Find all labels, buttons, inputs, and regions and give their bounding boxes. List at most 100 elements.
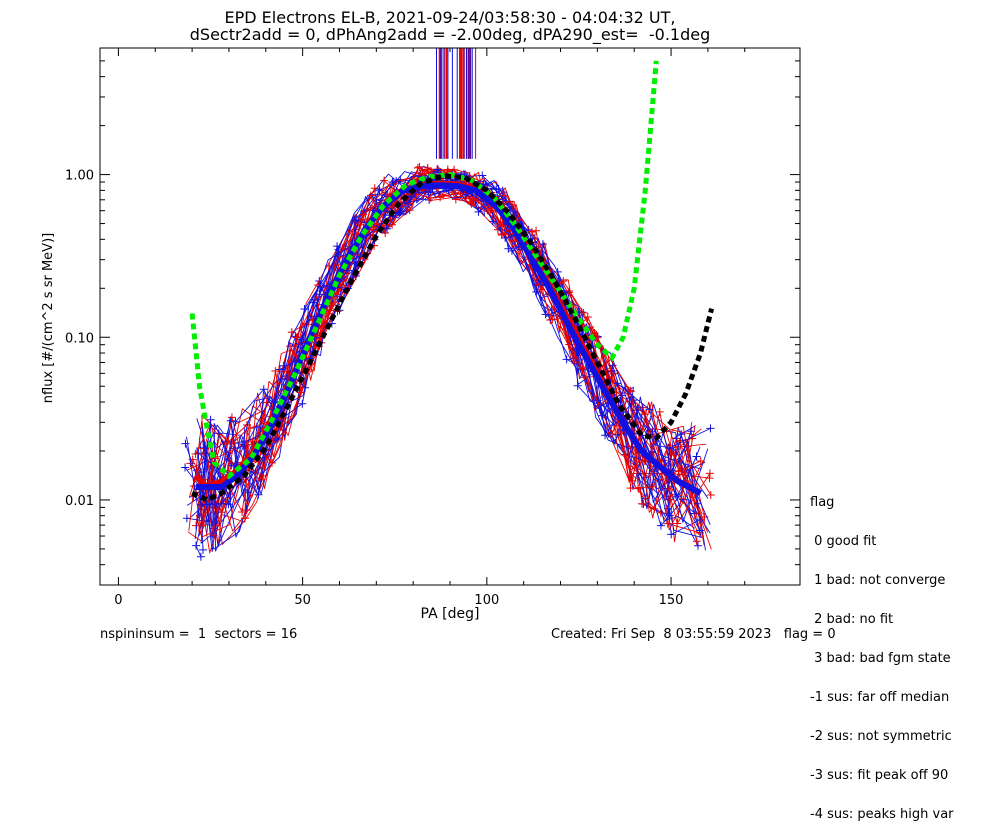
trace-point-blue (474, 207, 483, 216)
y-tick-label: 1.00 (65, 169, 94, 184)
trace-point-blue (601, 431, 610, 440)
trace-point-red (626, 484, 635, 493)
trace-point-blue (298, 399, 307, 408)
trace-line-blue (200, 175, 697, 522)
trace-point-blue (202, 500, 211, 509)
trace-point-blue (693, 499, 702, 508)
trace-point-blue (562, 355, 571, 364)
trace-point-red (426, 193, 435, 202)
legend-item: -1 sus: far off median (810, 690, 950, 705)
trace-point-blue (217, 499, 226, 508)
legend-item: 0 good fit (810, 534, 877, 549)
trace-line-red (198, 168, 693, 543)
x-tick-label: 0 (114, 593, 122, 608)
trace-line-blue (198, 174, 706, 553)
trace-point-red (296, 388, 305, 397)
trace-point-red (637, 499, 646, 508)
fit-curve-black (191, 173, 715, 503)
trace-point-red (634, 484, 643, 493)
trace-line-red (192, 179, 696, 545)
trace-point-red (548, 315, 557, 324)
trace-point-red (268, 458, 277, 467)
trace-line-blue (190, 173, 701, 518)
trace-line-blue (196, 185, 706, 551)
trace-line-blue (200, 171, 702, 544)
trace-point-blue (461, 191, 470, 200)
y-tick-label: 0.01 (65, 494, 94, 509)
trace-line-red (198, 171, 696, 520)
trace-point-red (656, 508, 665, 517)
trace-line-blue (203, 175, 695, 539)
trace-point-blue (433, 165, 442, 174)
trace-point-blue (695, 526, 704, 535)
trace-point-blue (192, 541, 201, 550)
data-traces (181, 48, 715, 561)
trace-point-red (238, 508, 247, 517)
trace-point-blue (597, 411, 606, 420)
trace-point-blue (334, 245, 343, 254)
trace-point-blue (693, 541, 702, 550)
trace-point-blue (645, 405, 654, 414)
trace-point-red (287, 328, 296, 337)
trace-point-red (325, 306, 334, 315)
trace-line-red (198, 167, 696, 533)
trace-point-blue (198, 545, 207, 554)
trace-point-red (423, 163, 432, 172)
y-axis-label: nflux [#/(cm^2 s sr MeV)] (41, 233, 56, 403)
trace-line-blue (195, 182, 702, 496)
trace-point-red (209, 531, 218, 540)
trace-line-red (201, 174, 709, 554)
legend-item: -3 sus: fit peak off 90 (810, 768, 949, 783)
trace-point-blue (375, 185, 384, 194)
trace-point-blue (665, 444, 674, 453)
trace-point-red (191, 450, 200, 459)
legend-item: 3 bad: bad fgm state (810, 651, 951, 666)
trace-point-red (607, 429, 616, 438)
trace-line-blue (194, 185, 711, 540)
legend-item: -4 sus: peaks high var (810, 807, 954, 822)
trace-point-red (221, 440, 230, 449)
legend-heading: flag (810, 495, 835, 510)
trace-line-red (199, 166, 712, 550)
trace-line-blue (200, 173, 699, 526)
trace-point-red (388, 203, 397, 212)
trace-line-red (188, 169, 706, 547)
flag-legend: flag 0 good fit 1 bad: not converge 2 ba… (810, 470, 954, 834)
legend-item: 1 bad: not converge (810, 573, 946, 588)
x-tick-label: 150 (659, 593, 684, 608)
fit-curves (189, 60, 715, 503)
legend-item: -2 sus: not symmetric (810, 729, 952, 744)
trace-point-blue (553, 267, 562, 276)
trace-point-red (366, 191, 375, 200)
trace-point-blue (613, 379, 622, 388)
trace-point-blue (275, 365, 284, 374)
trace-point-blue (181, 463, 190, 472)
trace-point-red (648, 482, 657, 491)
trace-point-blue (259, 385, 268, 394)
trace-point-blue (231, 417, 240, 426)
trace-point-red (655, 407, 664, 416)
trace-point-red (675, 467, 684, 476)
trace-point-red (380, 176, 389, 185)
chart-title-line1: EPD Electrons EL-B, 2021-09-24/03:58:30 … (224, 8, 676, 27)
trace-line-blue (186, 170, 695, 552)
trace-point-blue (333, 242, 342, 251)
trace-point-red (468, 194, 477, 203)
trace-point-red (381, 229, 390, 238)
trace-line-blue (201, 179, 709, 548)
trace-line-red (203, 167, 698, 542)
trace-point-red (583, 313, 592, 322)
trace-point-blue (662, 492, 671, 501)
footer-left: nspininsum = 1 sectors = 16 (100, 627, 298, 642)
x-axis-label: PA [deg] (421, 606, 480, 622)
trace-point-red (706, 491, 715, 500)
legend-item: 2 bad: no fit (810, 612, 894, 627)
trace-point-red (248, 437, 257, 446)
footer-right: Created: Fri Sep 8 03:55:59 2023 flag = … (551, 627, 836, 642)
trace-point-red (705, 469, 714, 478)
trace-point-blue (573, 381, 582, 390)
y-tick-label: 0.10 (65, 331, 94, 346)
trace-point-red (692, 537, 701, 546)
chart-title-line2: dSectr2add = 0, dPhAng2add = -2.00deg, d… (189, 25, 711, 44)
axis-ticks: 0 50 100 150 0.01 0.10 1.00 (65, 47, 800, 608)
